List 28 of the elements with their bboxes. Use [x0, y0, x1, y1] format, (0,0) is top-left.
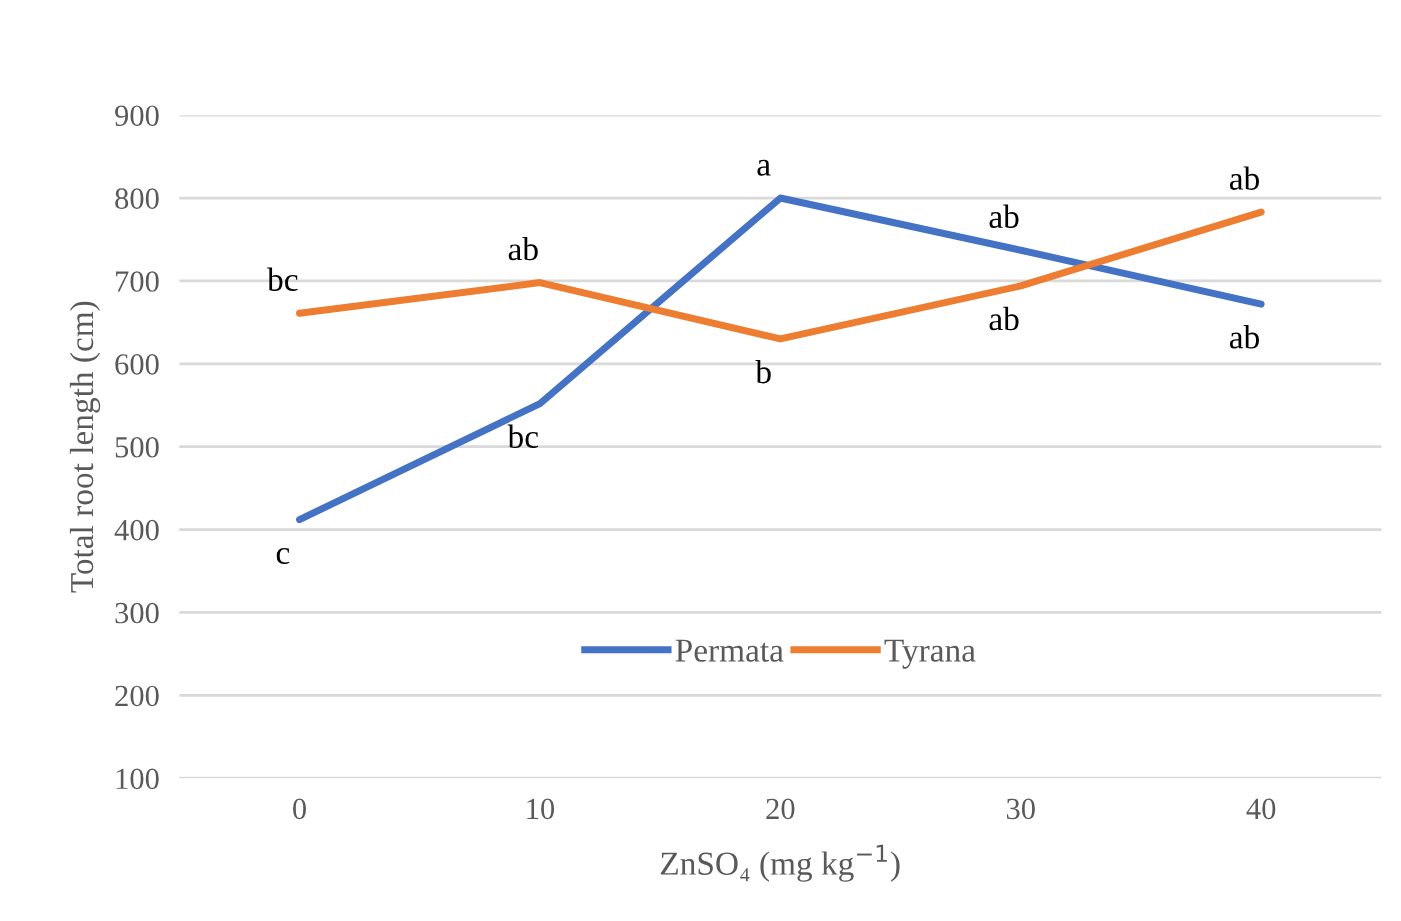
annotation: ab: [1229, 325, 1259, 349]
y-tick-label: 300: [115, 602, 159, 624]
x-axis-title: ZnSO₄ (mg kg$^{−1}$): [660, 844, 900, 882]
y-tick-label: 200: [115, 685, 159, 707]
legend-label: Permata: [675, 639, 784, 662]
legend-label: Tyrana: [884, 639, 976, 669]
annotation: a: [757, 159, 771, 176]
x-tick-label: 40: [1246, 798, 1276, 820]
x-tick-label: 30: [1006, 798, 1035, 820]
y-tick-label: 500: [115, 436, 159, 458]
y-tick-label: 800: [115, 188, 159, 209]
y-tick-label: 600: [115, 354, 159, 375]
y-tick-label: 100: [116, 768, 159, 790]
x-tick-label: 20: [766, 798, 795, 820]
annotation: ab: [989, 306, 1019, 331]
annotation: bc: [507, 424, 538, 449]
annotation: ab: [989, 204, 1019, 229]
y-tick-label: 900: [115, 105, 159, 127]
annotation: ab: [1229, 166, 1259, 190]
x-tick-label: 10: [527, 798, 555, 820]
annotation: c: [276, 548, 290, 565]
y-tick-label: 400: [114, 519, 159, 541]
annotation: bc: [267, 267, 298, 292]
y-axis-title: Total root length (cm): [69, 301, 101, 593]
annotation: b: [755, 359, 771, 384]
x-tick-label: 0: [293, 798, 307, 820]
annotation: ab: [508, 236, 538, 261]
y-tick-label: 700: [116, 271, 159, 292]
